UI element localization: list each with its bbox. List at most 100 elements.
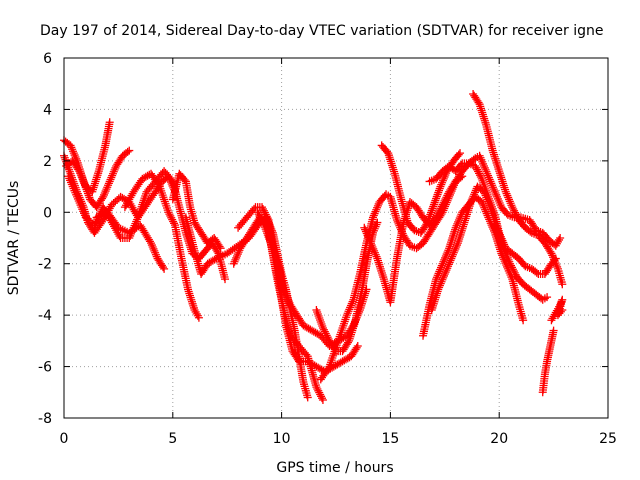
y-tick-label: 0 [43,205,52,221]
data-point [76,169,85,178]
data-point [479,178,488,187]
data-point [323,333,332,342]
data-point [441,268,450,277]
data-point [435,281,444,290]
data-point [104,179,113,188]
data-point [441,195,450,204]
data-point [165,210,174,219]
data-point [160,264,169,273]
data-point [488,204,497,213]
series-track-5 [92,208,169,273]
data-point [320,327,329,336]
data-point [258,204,267,213]
data-point [458,172,467,181]
data-point [93,171,102,180]
data-point [478,176,487,185]
data-point [439,198,448,207]
data-point [470,188,479,197]
data-point [369,244,378,253]
data-point [429,202,438,211]
data-point [154,180,163,189]
data-point [70,151,79,160]
data-point [470,190,479,199]
data-point [436,182,445,191]
data-point [344,307,353,316]
data-point [511,208,520,217]
data-point [145,237,154,246]
data-point [502,189,511,198]
data-point [443,191,452,200]
data-point [164,208,173,217]
data-point [216,244,225,253]
data-point [343,309,352,318]
data-point [345,305,354,314]
data-point [91,219,100,228]
data-point [546,247,555,256]
data-point [431,196,440,205]
data-point [476,173,485,182]
data-point [193,311,202,320]
data-point [378,271,387,280]
data-point [442,193,451,202]
data-point [317,320,326,328]
data-point [550,257,559,266]
data-point [313,310,322,318]
data-point [377,268,386,277]
data-point [316,318,325,326]
data-point [549,253,558,262]
data-point [263,229,272,238]
data-point [363,231,372,240]
data-point [373,203,382,212]
data-point [188,299,197,308]
data-point [497,234,506,243]
data-point [558,280,567,289]
data-point [313,384,322,393]
data-point [504,193,513,202]
data-point [256,213,265,222]
data-point [368,213,377,222]
data-point [100,189,109,197]
y-tick-label: -8 [38,411,52,427]
data-point [456,149,465,158]
data-point [185,291,194,300]
data-point [262,227,271,236]
data-point [429,200,438,209]
data-point [503,253,512,262]
data-point [373,201,382,210]
data-point [258,203,267,212]
data-point [78,174,87,183]
data-point [558,306,567,314]
series-track-7 [168,169,225,253]
data-point [436,279,445,288]
data-point [185,289,194,298]
data-point [475,171,484,180]
data-point [433,190,442,199]
data-point [482,188,491,197]
data-point [477,106,486,115]
data-point [428,204,437,213]
data-point [316,316,325,324]
data-point [453,219,462,228]
x-axis: 0 5 10 15 20 25 [60,58,617,447]
data-point [314,312,323,320]
data-point [348,297,357,306]
data-point [98,194,107,203]
data-point [556,234,565,242]
data-point [467,196,476,205]
data-point [456,173,465,182]
y-tick-label: -6 [38,360,52,376]
series-track-14 [360,172,467,307]
data-point [424,214,433,223]
data-point [444,260,453,269]
data-point [495,169,504,178]
data-point [548,251,557,260]
data-point [90,221,99,230]
data-point [481,165,490,174]
data-point [547,249,556,258]
data-point [424,216,433,225]
data-point [556,307,565,316]
data-point [505,257,514,266]
data-point [313,308,322,316]
data-point [92,173,101,182]
